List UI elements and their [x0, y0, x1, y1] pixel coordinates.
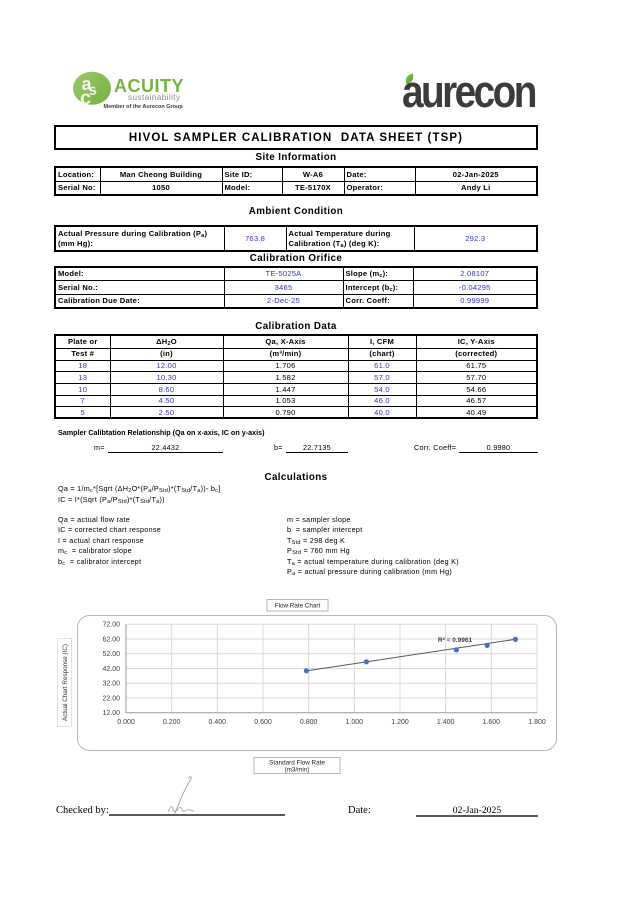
svg-text:(m3/min): (m3/min) — [285, 767, 310, 774]
svg-text:1.000: 1.000 — [346, 719, 364, 726]
svg-text:a: a — [82, 74, 93, 94]
svg-text:R² = 0.9961: R² = 0.9961 — [438, 637, 473, 644]
svg-text:12.00: 12.00 — [102, 710, 120, 717]
svg-text:0.800: 0.800 — [300, 719, 318, 726]
svg-text:0.600: 0.600 — [254, 719, 272, 726]
svg-text:0.400: 0.400 — [209, 719, 227, 726]
svg-text:52.00: 52.00 — [102, 651, 120, 658]
svg-text:32.00: 32.00 — [102, 681, 120, 688]
svg-text:72.00: 72.00 — [102, 622, 120, 629]
svg-text:c: c — [80, 88, 91, 110]
svg-text:42.00: 42.00 — [102, 666, 120, 673]
svg-text:1.200: 1.200 — [391, 719, 409, 726]
svg-text:s: s — [87, 81, 98, 99]
svg-text:1.400: 1.400 — [437, 719, 455, 726]
svg-text:1.600: 1.600 — [483, 719, 501, 726]
svg-text:0.000: 0.000 — [117, 719, 135, 726]
svg-text:Standard Flow Rate: Standard Flow Rate — [269, 760, 325, 767]
svg-text:Flow Rate Chart: Flow Rate Chart — [275, 603, 321, 610]
svg-text:22.00: 22.00 — [102, 695, 120, 702]
svg-text:Actual Chart Response (IC): Actual Chart Response (IC) — [62, 644, 69, 721]
svg-text:62.00: 62.00 — [102, 636, 120, 643]
svg-text:0.200: 0.200 — [163, 719, 181, 726]
svg-text:1.800: 1.800 — [528, 719, 546, 726]
